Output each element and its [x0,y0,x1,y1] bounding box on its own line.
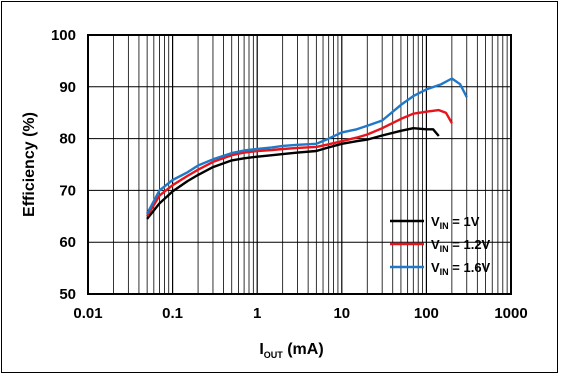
y-tick-label: 70 [59,182,76,199]
y-tick-label: 60 [59,234,76,251]
legend-label-1: VIN = 1V [431,214,480,231]
x-axis-title-unit: (mA) [283,341,324,358]
x-tick-label: 0.01 [73,305,102,322]
x-axis-title-sub: OUT [264,350,284,360]
plot-area-border [87,34,512,295]
legend-label-2: VIN = 1.2V [431,237,491,254]
legend-label-3: VIN = 1.6V [431,260,491,277]
series-line-1 [146,126,440,220]
y-axis-title: Efficiency (%) [21,112,38,217]
y-tick-label: 100 [51,27,76,44]
tick-labels: 0.01 0.1 1 10 100 1000 50 60 70 80 90 100 [51,27,528,322]
x-tick-label: 1 [253,305,261,322]
series-lines [146,77,468,220]
x-axis-title: IOUT (mA) [259,341,323,360]
series-line-3 [146,77,468,215]
series-line-2 [146,108,453,217]
x-tick-label: 10 [333,305,350,322]
x-tick-label: 100 [414,305,439,322]
y-tick-label: 80 [59,131,76,148]
x-tick-label: 1000 [494,305,527,322]
y-tick-label: 90 [59,79,76,96]
x-tick-label: 0.1 [162,305,183,322]
legend: VIN = 1V VIN = 1.2V VIN = 1.6V [390,214,491,277]
y-tick-label: 50 [59,286,76,303]
grid [87,34,511,295]
x-axis-title-main: I [259,341,263,358]
